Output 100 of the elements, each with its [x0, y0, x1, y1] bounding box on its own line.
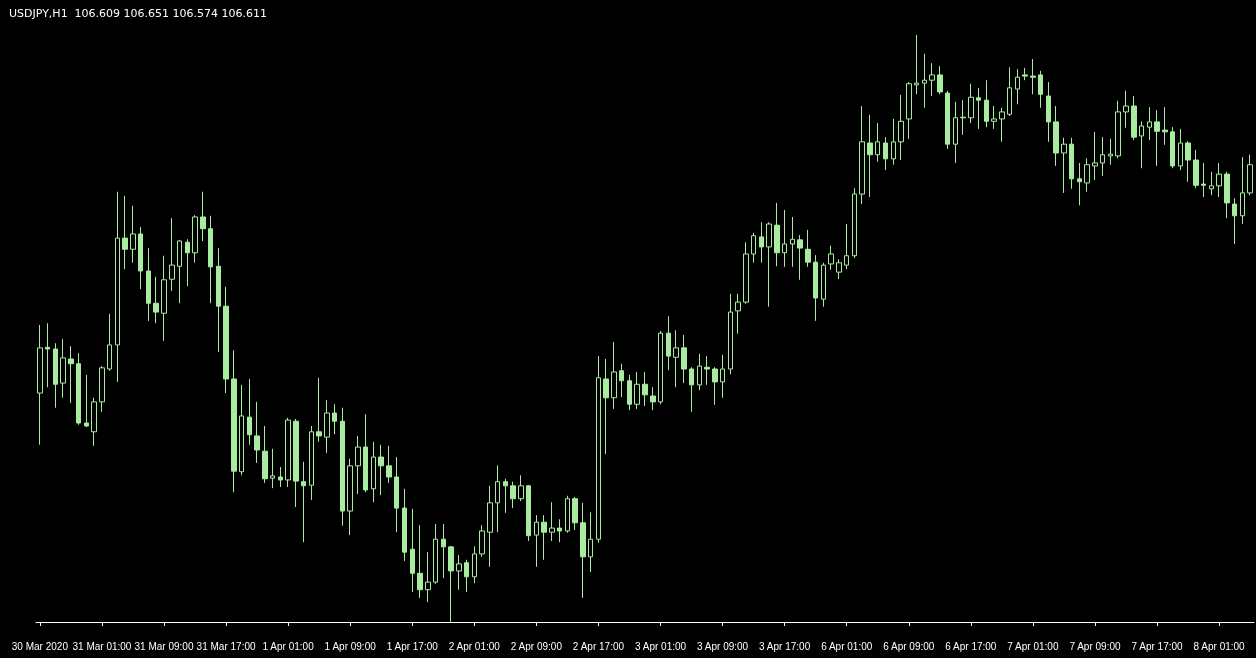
- candlestick: [891, 118, 896, 166]
- candlestick: [906, 81, 912, 140]
- candlestick: [960, 99, 966, 136]
- x-tick-label: 1 Apr 09:00: [324, 640, 377, 652]
- candlestick: [937, 65, 943, 95]
- candlestick: [588, 511, 593, 573]
- candlestick: [953, 101, 958, 164]
- candlestick: [138, 226, 143, 290]
- candlestick: [510, 481, 516, 509]
- candlestick: [278, 466, 283, 488]
- candlestick: [285, 417, 291, 488]
- candlestick: [1100, 136, 1105, 177]
- candlestick: [828, 245, 834, 271]
- candlestick: [1061, 137, 1067, 194]
- candlestick: [270, 448, 275, 489]
- candlestick: [596, 355, 601, 544]
- candlestick: [309, 425, 314, 501]
- candlestick: [844, 223, 849, 270]
- candlestick: [68, 345, 74, 404]
- candlestick: [704, 355, 710, 386]
- candlestick: [45, 322, 50, 388]
- x-tick-label: 6 Apr 17:00: [945, 640, 997, 652]
- candlestick: [293, 418, 299, 508]
- candlestick: [565, 495, 570, 534]
- candlestick: [378, 444, 384, 496]
- candlestick: [689, 366, 694, 413]
- candlestick: [254, 401, 260, 464]
- candlestick: [999, 107, 1005, 143]
- candlestick: [84, 374, 89, 428]
- candlestick: [914, 34, 919, 95]
- candlestick: [1038, 70, 1043, 109]
- candlestick: [146, 247, 151, 322]
- candlestick: [1201, 162, 1206, 198]
- candlestick: [371, 441, 376, 503]
- candlestick: [991, 105, 997, 130]
- x-tick-label: 31 Mar 09:00: [134, 640, 194, 652]
- candlestick: [441, 523, 446, 579]
- x-tick-label: 7 Apr 09:00: [1069, 640, 1121, 652]
- candlestick: [200, 191, 206, 242]
- candlestick: [526, 484, 531, 542]
- x-tick-label: 8 Apr 01:00: [1193, 640, 1246, 652]
- candlestick: [697, 353, 702, 391]
- candlestick: [634, 371, 640, 410]
- candlestick: [929, 62, 935, 97]
- candlestick: [1178, 128, 1183, 171]
- candlestick: [650, 386, 656, 411]
- candlestick: [185, 238, 190, 287]
- candlestick: [262, 425, 268, 484]
- candlestick: [797, 234, 803, 281]
- x-tick-label: 3 Apr 17:00: [759, 640, 811, 652]
- candlestick: [433, 523, 438, 585]
- candlestick: [216, 247, 221, 353]
- candlestick: [728, 293, 733, 375]
- candlestick: [231, 349, 237, 493]
- candlestick: [1154, 109, 1160, 167]
- candlestick: [153, 276, 159, 324]
- candlestick: [1046, 81, 1051, 143]
- candlestick: [673, 329, 679, 388]
- candlestick: [208, 215, 213, 304]
- candlestick: [984, 79, 989, 128]
- candlestick: [1162, 106, 1168, 146]
- candlestick: [456, 554, 462, 591]
- candlestick: [642, 371, 648, 407]
- x-tick-label: 2 Apr 01:00: [448, 640, 501, 652]
- candlestick: [603, 358, 609, 455]
- x-tick-label: 31 Mar 01:00: [72, 640, 132, 652]
- candlestick: [316, 377, 322, 443]
- x-tick-label: 6 Apr 09:00: [883, 640, 935, 652]
- candlestick: [495, 464, 500, 533]
- candlestick: [518, 474, 524, 502]
- candlestick: [883, 136, 888, 171]
- candlestick: [541, 514, 547, 561]
- x-tick-label: 3 Apr 01:00: [634, 640, 687, 652]
- candlestick: [332, 403, 337, 435]
- candlestick: [666, 315, 671, 371]
- candlestick: [76, 352, 81, 426]
- candlestick: [347, 458, 353, 536]
- candlestick: [720, 354, 725, 399]
- candlestick: [534, 514, 539, 568]
- candlestick: [766, 221, 772, 308]
- candlestick: [1216, 162, 1222, 198]
- x-tick-label: 6 Apr 01:00: [821, 640, 873, 652]
- candlestick: [580, 502, 586, 599]
- candlestick: [247, 378, 252, 446]
- candlestick: [1015, 68, 1020, 105]
- candlestick: [223, 286, 229, 394]
- candlestick: [875, 122, 880, 163]
- candlestick: [821, 262, 826, 308]
- candlestick: [402, 488, 407, 562]
- candlestick: [1123, 90, 1129, 129]
- candlestick: [91, 397, 97, 447]
- x-tick-label: 30 Mar 2020: [11, 640, 69, 652]
- candlestick: [37, 324, 43, 446]
- candlestick: [922, 53, 927, 109]
- candlestick: [425, 551, 431, 603]
- candlestick: [1030, 58, 1036, 95]
- candlestick: [658, 330, 663, 405]
- candlestick: [898, 94, 904, 161]
- candlestick: [1240, 156, 1245, 225]
- candlestick: [549, 501, 555, 542]
